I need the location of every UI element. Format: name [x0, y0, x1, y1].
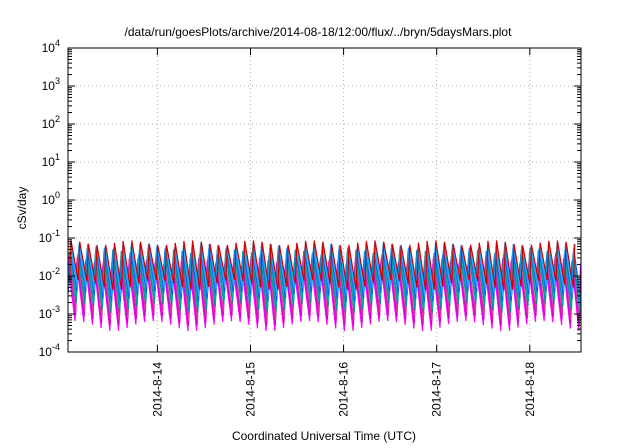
chart-title: /data/run/goesPlots/archive/2014-08-18/1… — [125, 25, 513, 39]
y-tick-label: 102 — [42, 114, 60, 131]
y-axis-ticks: 10-4 10-3 10-2 10-1 100 101 102 103 104 — [39, 38, 581, 359]
x-axis-ticks: 2014-8-14 2014-8-15 2014-8-16 2014-8-17 2014… — [150, 48, 537, 417]
y-axis-label: cSv/day — [15, 187, 29, 230]
x-tick-label: 2014-8-16 — [337, 362, 351, 417]
y-tick-label: 100 — [42, 190, 60, 207]
x-tick-label: 2014-8-15 — [243, 362, 257, 417]
y-tick-label: 10-4 — [39, 342, 60, 359]
x-tick-label: 2014-8-14 — [150, 362, 164, 417]
y-tick-label: 101 — [42, 152, 60, 169]
x-axis-label: Coordinated Universal Time (UTC) — [232, 429, 416, 443]
x-tick-label: 2014-8-18 — [523, 362, 537, 417]
x-tick-label: 2014-8-17 — [430, 362, 444, 417]
y-tick-label: 104 — [42, 38, 60, 55]
series-line — [68, 240, 576, 291]
y-tick-label: 103 — [42, 76, 60, 93]
y-tick-label: 10-3 — [39, 304, 60, 321]
y-tick-label: 10-2 — [39, 266, 60, 283]
y-tick-label: 10-1 — [39, 228, 60, 245]
series-group — [67, 240, 582, 332]
